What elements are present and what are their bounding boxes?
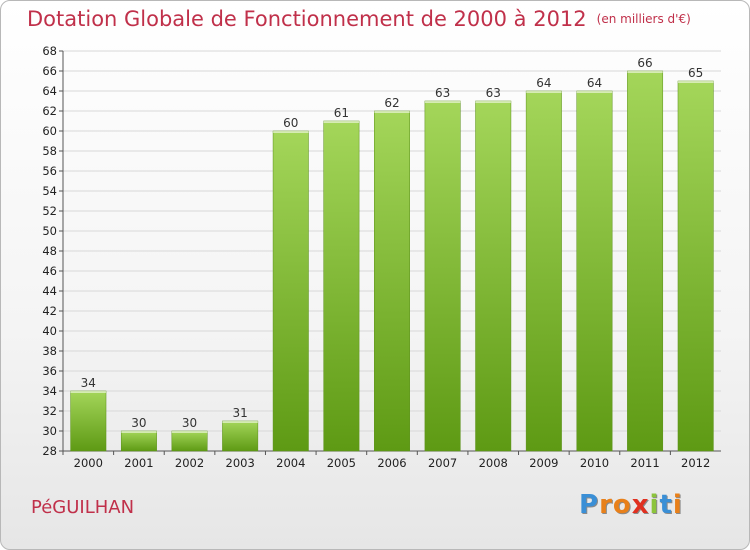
bar xyxy=(576,90,613,452)
x-tick-label: 2008 xyxy=(479,456,508,470)
y-tick-label: 68 xyxy=(42,44,57,58)
bar-highlight xyxy=(526,91,562,93)
y-tick-label: 28 xyxy=(42,444,57,458)
bar-highlight xyxy=(627,71,663,73)
bar-highlight xyxy=(222,421,258,423)
logo-letter: o xyxy=(612,490,632,520)
bar xyxy=(374,110,410,452)
x-tick-label: 2005 xyxy=(327,456,356,470)
bar-highlight xyxy=(121,431,157,433)
x-tick-label: 2000 xyxy=(74,456,103,470)
x-tick-label: 2009 xyxy=(529,456,558,470)
y-tick-label: 54 xyxy=(42,184,57,198)
y-tick-label: 56 xyxy=(42,164,57,178)
y-tick-label: 52 xyxy=(42,204,57,218)
y-tick-label: 38 xyxy=(42,344,57,358)
bar-highlight xyxy=(323,121,360,123)
bar-highlight xyxy=(374,111,410,113)
bar xyxy=(424,100,461,452)
value-label: 63 xyxy=(435,86,450,100)
logo-letter: i xyxy=(649,490,660,520)
y-tick-label: 42 xyxy=(42,304,57,318)
x-tick-label: 2010 xyxy=(580,456,609,470)
chart-title: Dotation Globale de Fonctionnement de 20… xyxy=(27,7,691,31)
y-tick-label: 34 xyxy=(42,384,57,398)
logo-letter: i xyxy=(672,490,683,520)
x-tick-label: 2006 xyxy=(377,456,406,470)
bar-highlight xyxy=(273,131,309,133)
y-tick-label: 30 xyxy=(42,424,57,438)
bar xyxy=(475,100,512,452)
bar xyxy=(272,130,309,452)
y-tick-label: 44 xyxy=(42,284,57,298)
y-tick-label: 46 xyxy=(42,264,57,278)
y-tick-label: 48 xyxy=(42,244,57,258)
y-tick-label: 66 xyxy=(42,64,57,78)
bar-highlight xyxy=(576,91,613,93)
y-tick-label: 50 xyxy=(42,224,57,238)
bar xyxy=(323,120,360,452)
bar xyxy=(171,430,208,452)
value-label: 34 xyxy=(81,376,96,390)
x-tick-label: 2012 xyxy=(681,456,710,470)
bar xyxy=(525,90,562,452)
logo-letter: t xyxy=(659,490,673,520)
bar-highlight xyxy=(70,391,107,393)
x-tick-label: 2011 xyxy=(630,456,659,470)
x-tick-label: 2007 xyxy=(428,456,457,470)
value-label: 30 xyxy=(182,416,197,430)
x-tick-label: 2004 xyxy=(276,456,305,470)
y-tick-label: 62 xyxy=(42,104,57,118)
bar-highlight xyxy=(677,81,714,83)
value-label: 31 xyxy=(233,406,248,420)
logo-letter: P xyxy=(579,490,600,520)
x-tick-label: 2003 xyxy=(226,456,255,470)
y-tick-label: 64 xyxy=(42,84,57,98)
x-tick-label: 2001 xyxy=(124,456,153,470)
logo-letter: r xyxy=(599,490,613,520)
value-label: 60 xyxy=(283,116,298,130)
bar-highlight xyxy=(475,101,511,103)
y-tick-label: 58 xyxy=(42,144,57,158)
title-text: Dotation Globale de Fonctionnement de 20… xyxy=(27,7,587,31)
bar xyxy=(627,70,664,452)
bar-highlight xyxy=(424,101,461,103)
value-label: 65 xyxy=(688,66,703,80)
logo-letter: x xyxy=(631,490,650,520)
y-tick-label: 60 xyxy=(42,124,57,138)
value-label: 63 xyxy=(486,86,501,100)
y-tick-label: 32 xyxy=(42,404,57,418)
value-label: 30 xyxy=(131,416,146,430)
value-label: 66 xyxy=(637,56,652,70)
value-label: 61 xyxy=(334,106,349,120)
value-label: 64 xyxy=(587,76,602,90)
y-tick-label: 36 xyxy=(42,364,57,378)
commune-name: PéGUILHAN xyxy=(31,497,135,518)
bar xyxy=(677,80,714,452)
proxiti-logo: Proxiti xyxy=(579,490,683,520)
bar-highlight xyxy=(171,431,208,433)
y-tick-label: 40 xyxy=(42,324,57,338)
value-label: 64 xyxy=(536,76,551,90)
bar xyxy=(222,420,259,452)
x-tick-label: 2002 xyxy=(175,456,204,470)
title-unit: (en milliers d'€) xyxy=(596,12,691,26)
bar xyxy=(120,430,157,452)
bar xyxy=(70,390,107,452)
value-label: 62 xyxy=(384,96,399,110)
